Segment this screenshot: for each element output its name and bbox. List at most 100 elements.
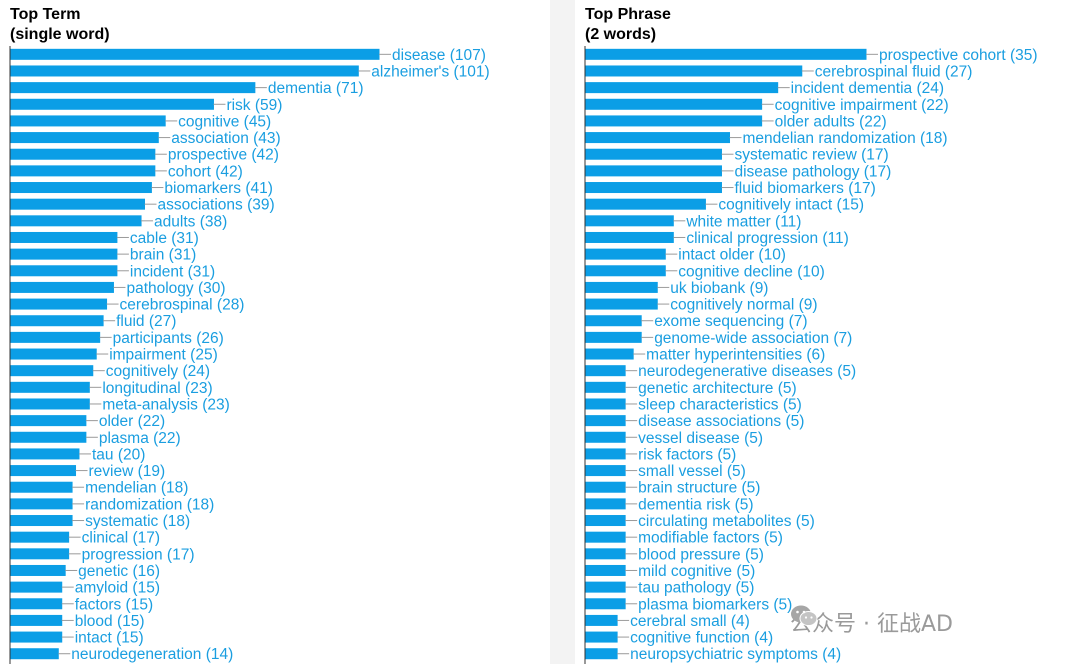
bar-label: cognitive decline (10) xyxy=(678,263,824,280)
bar-label: uk biobank (9) xyxy=(670,280,768,297)
bar-label: randomization (18) xyxy=(85,496,214,513)
bar-intact xyxy=(10,631,63,643)
bar-label: cognitively (24) xyxy=(106,363,210,380)
bar-alzheimer-s xyxy=(10,65,359,77)
wechat-icon xyxy=(791,605,818,626)
bar-blood xyxy=(10,614,63,626)
bar-label: dementia risk (5) xyxy=(638,496,753,513)
bar-label: factors (15) xyxy=(75,596,153,613)
bar-association xyxy=(10,132,159,144)
bar-older xyxy=(10,415,87,427)
bar-label: participants (26) xyxy=(113,330,224,347)
bar-label: cerebrospinal fluid (27) xyxy=(815,63,973,80)
bar-factors xyxy=(10,598,63,610)
bar-amyloid xyxy=(10,581,63,593)
bar-risk-factors xyxy=(585,448,626,460)
bar-tau-pathology xyxy=(585,581,626,593)
bar-prospective-cohort xyxy=(585,48,867,60)
watermark-text: 公众号 · 征战AD xyxy=(790,612,953,637)
top-phrase-chart: prospective cohort (35)cerebrospinal flu… xyxy=(584,46,1038,664)
bar-label: adults (38) xyxy=(154,213,227,230)
top-term-title: Top Term (single word) xyxy=(10,5,110,45)
bar-cerebrospinal-fluid xyxy=(585,65,803,77)
bar-label: plasma (22) xyxy=(99,430,181,447)
bar-dementia-risk xyxy=(585,498,626,510)
bar-incident-dementia xyxy=(585,82,779,94)
bar-label: alzheimer's (101) xyxy=(371,63,489,80)
bar-prospective xyxy=(10,148,156,160)
bar-label: cognitively normal (9) xyxy=(670,297,817,314)
bar-adults xyxy=(10,215,142,227)
bar-label: cognitive impairment (22) xyxy=(775,97,949,114)
bar-label: genetic architecture (5) xyxy=(638,380,797,397)
bar-blood-pressure xyxy=(585,548,626,560)
bar-label: review (19) xyxy=(89,463,166,480)
bar-label: genetic (16) xyxy=(78,563,160,580)
bar-label: disease associations (5) xyxy=(638,413,804,430)
bar-label: longitudinal (23) xyxy=(102,380,212,397)
bar-older-adults xyxy=(585,115,763,127)
bar-label: modifiable factors (5) xyxy=(638,530,783,547)
bar-label: plasma biomarkers (5) xyxy=(638,596,792,613)
top-term-chart: disease (107)alzheimer's (101) dementia (… xyxy=(9,46,490,664)
bar-label: older (22) xyxy=(99,413,165,430)
bar-fluid-biomarkers xyxy=(585,182,722,194)
bar-cognitive-function xyxy=(585,631,618,643)
bar-label: mendelian (18) xyxy=(85,480,188,497)
bar-intact-older xyxy=(585,248,666,260)
bar-dementia xyxy=(10,82,256,94)
bar-label: pathology (30) xyxy=(126,280,225,297)
bar-clinical-progression xyxy=(585,231,674,243)
bar-plasma xyxy=(10,431,87,443)
bar-label: white matter (11) xyxy=(685,213,801,230)
bar-cognitively-intact xyxy=(585,198,706,210)
bar-label: sleep characteristics (5) xyxy=(638,396,802,413)
bar-label: brain structure (5) xyxy=(638,480,760,497)
bar-label: brain (31) xyxy=(130,247,196,264)
bar-label: incident (31) xyxy=(130,263,215,280)
bar-brain xyxy=(10,248,118,260)
top-phrase-panel: Top Phrase (2 words) prospective cohort … xyxy=(575,0,1080,664)
bar-label: dementia (71) xyxy=(268,80,364,97)
bar-cognitively xyxy=(10,365,94,377)
bar-label: cognitively intact (15) xyxy=(718,197,864,214)
bar-biomarkers xyxy=(10,182,152,194)
bar-tau xyxy=(10,448,80,460)
bar-systematic-review xyxy=(585,148,722,160)
bar-label: vessel disease (5) xyxy=(638,430,763,447)
bar-risk xyxy=(10,98,214,110)
bar-associations xyxy=(10,198,145,210)
bar-label: impairment (25) xyxy=(109,347,218,364)
bar-label: meta-analysis (23) xyxy=(102,396,229,413)
bar-label: risk factors (5) xyxy=(638,446,736,463)
bar-cognitive-impairment xyxy=(585,98,763,110)
bar-label: intact older (10) xyxy=(678,247,786,264)
bar-label: cable (31) xyxy=(130,230,199,247)
bar-participants xyxy=(10,331,101,343)
bar-mendelian xyxy=(10,481,73,493)
watermark: 公众号 · 征战AD xyxy=(790,604,953,640)
bar-label: biomarkers (41) xyxy=(164,180,273,197)
bar-label: systematic review (17) xyxy=(734,147,888,164)
bar-sleep-characteristics xyxy=(585,398,626,410)
bar-modifiable-factors xyxy=(585,531,626,543)
bar-pathology xyxy=(10,281,114,293)
bar-disease-associations xyxy=(585,415,626,427)
bar-label: associations (39) xyxy=(157,197,274,214)
bar-label: cognitive function (4) xyxy=(630,630,773,647)
top-term-panel: Top Term (single word) disease (107) alzh… xyxy=(0,0,550,664)
bar-review xyxy=(10,465,77,477)
bar-label: amyloid (15) xyxy=(75,580,160,597)
bar-label: blood (15) xyxy=(75,613,145,630)
bar-label: clinical progression (11) xyxy=(686,230,849,247)
bar-white-matter xyxy=(585,215,674,227)
bar-label: fluid (27) xyxy=(116,313,176,330)
bar-label: tau (20) xyxy=(92,446,145,463)
bar-clinical xyxy=(10,531,70,543)
bar-label: incident dementia (24) xyxy=(791,80,944,97)
bar-label: older adults (22) xyxy=(775,113,887,130)
bar-fluid xyxy=(10,315,104,327)
bar-label: exome sequencing (7) xyxy=(654,313,807,330)
bar-exome-sequencing xyxy=(585,315,642,327)
bar-label: disease pathology (17) xyxy=(734,163,891,180)
